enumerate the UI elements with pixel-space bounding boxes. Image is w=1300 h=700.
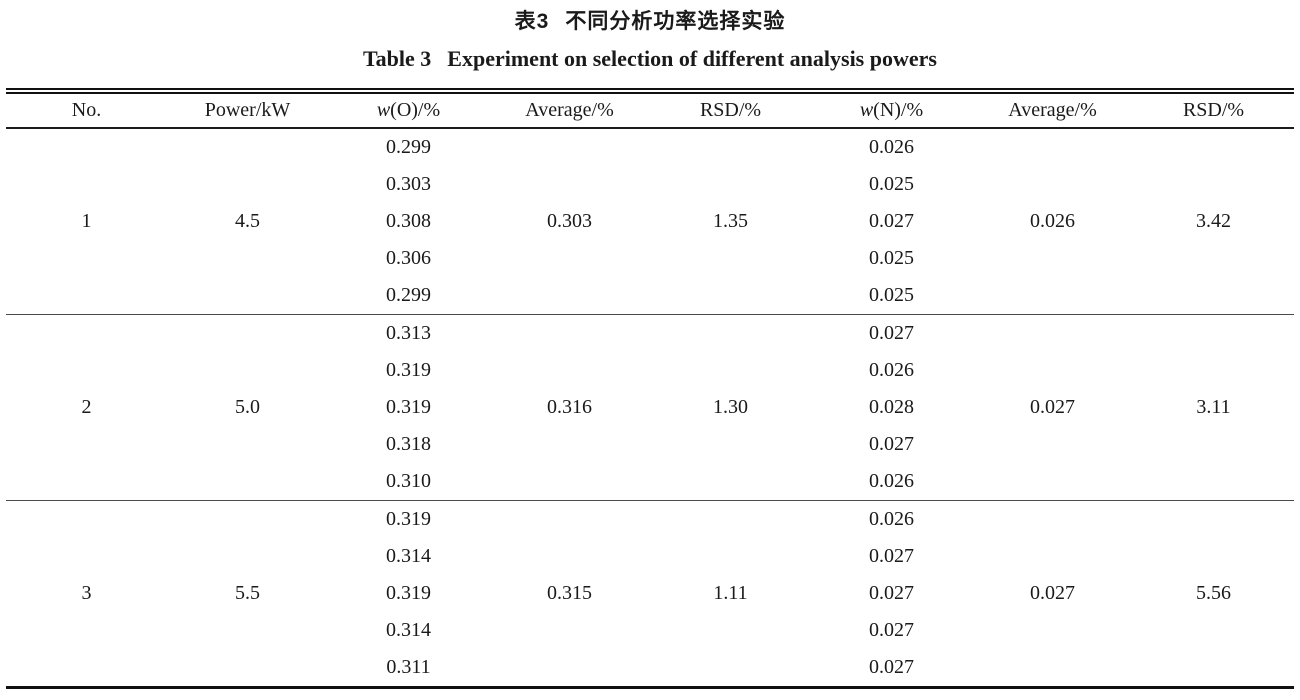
cell-w-n: 0.025 xyxy=(869,173,914,195)
col-header-rsd-n: RSD/% xyxy=(1182,99,1245,121)
table-number-en: Table 3 xyxy=(363,46,432,71)
group-2: 2 5.0 0.313 0.316 1.30 0.027 0.027 3.11 … xyxy=(6,315,1294,501)
table-row: 0.306 0.025 xyxy=(6,240,1294,277)
col-header-w-n: w(N)/% xyxy=(859,99,924,121)
cell-average-n: 0.027 xyxy=(1030,582,1075,604)
cell-w-n: 0.026 xyxy=(869,470,914,492)
table-title-zh: 不同分析功率选择实验 xyxy=(565,10,786,33)
cell-w-n: 0.026 xyxy=(869,508,914,530)
group-1: 1 4.5 0.299 0.303 1.35 0.026 0.026 3.42 … xyxy=(6,128,1294,315)
col-header-w-o: w(O)/% xyxy=(376,99,441,121)
cell-w-o: 0.311 xyxy=(386,656,431,678)
cell-average-o: 0.315 xyxy=(547,582,592,604)
cell-w-o: 0.319 xyxy=(386,582,431,604)
table-row: 0.311 0.027 xyxy=(6,649,1294,688)
table-row: 0.310 0.026 xyxy=(6,463,1294,501)
cell-w-o: 0.299 xyxy=(386,284,431,306)
table-row: 0.319 0.028 xyxy=(6,389,1294,426)
cell-rsd-n: 5.56 xyxy=(1196,582,1231,604)
table-row: 0.308 0.027 xyxy=(6,203,1294,240)
cell-w-o: 0.319 xyxy=(386,508,431,530)
cell-w-o: 0.314 xyxy=(386,545,431,567)
cell-rsd-o: 1.35 xyxy=(713,210,748,232)
cell-w-n: 0.027 xyxy=(869,210,914,232)
table-row: 3 5.5 0.319 0.315 1.11 0.026 0.027 5.56 xyxy=(6,501,1294,604)
cell-average-n: 0.027 xyxy=(1030,396,1075,418)
table-row: 0.314 0.027 xyxy=(6,612,1294,649)
group-3: 3 5.5 0.319 0.315 1.11 0.026 0.027 5.56 … xyxy=(6,501,1294,688)
cell-w-n: 0.027 xyxy=(869,656,914,678)
cell-w-o: 0.319 xyxy=(386,359,431,381)
table-number-zh: 表3 xyxy=(514,10,550,33)
col-header-average-o: Average/% xyxy=(525,99,614,121)
col-header-average-n: Average/% xyxy=(1008,99,1097,121)
cell-w-n: 0.027 xyxy=(869,322,914,344)
table-row: 0.318 0.027 xyxy=(6,426,1294,463)
cell-w-n: 0.027 xyxy=(869,545,914,567)
cell-no: 2 xyxy=(81,396,92,418)
cell-w-o: 0.306 xyxy=(386,247,431,269)
cell-w-o: 0.319 xyxy=(386,396,431,418)
table-row: 1 4.5 0.299 0.303 1.35 0.026 0.026 3.42 xyxy=(6,128,1294,232)
table-row: 0.303 0.025 xyxy=(6,166,1294,203)
cell-w-n: 0.026 xyxy=(869,359,914,381)
table-row: 0.319 0.027 xyxy=(6,575,1294,612)
cell-rsd-o: 1.30 xyxy=(713,396,748,418)
cell-rsd-n: 3.11 xyxy=(1196,396,1231,418)
cell-w-o: 0.310 xyxy=(386,470,431,492)
cell-power: 4.5 xyxy=(235,210,260,232)
cell-average-o: 0.303 xyxy=(547,210,592,232)
col-header-rsd-o: RSD/% xyxy=(699,99,762,121)
col-header-power: Power/kW xyxy=(204,99,291,121)
cell-w-n: 0.027 xyxy=(869,433,914,455)
table-row: 2 5.0 0.313 0.316 1.30 0.027 0.027 3.11 xyxy=(6,315,1294,418)
table-title-en: Experiment on selection of different ana… xyxy=(447,46,937,71)
cell-w-o: 0.313 xyxy=(386,322,431,344)
cell-w-o: 0.308 xyxy=(386,210,431,232)
cell-average-n: 0.026 xyxy=(1030,210,1075,232)
col-header-no: No. xyxy=(71,99,102,121)
table-row: 0.319 0.026 xyxy=(6,352,1294,389)
cell-w-n: 0.027 xyxy=(869,619,914,641)
cell-power: 5.5 xyxy=(235,582,260,604)
table-caption-en: Table 3 Experiment on selection of differ… xyxy=(0,44,1300,74)
cell-power: 5.0 xyxy=(235,396,260,418)
analysis-power-table: No. Power/kW w(O)/% Average/% RSD/% w(N)… xyxy=(6,88,1294,689)
cell-no: 3 xyxy=(81,582,92,604)
table-row: 0.299 0.025 xyxy=(6,277,1294,315)
cell-w-n: 0.026 xyxy=(869,136,914,158)
cell-w-n: 0.027 xyxy=(869,582,914,604)
cell-w-n: 0.025 xyxy=(869,247,914,269)
header-row: No. Power/kW w(O)/% Average/% RSD/% w(N)… xyxy=(6,91,1294,128)
cell-w-n: 0.025 xyxy=(869,284,914,306)
cell-w-o: 0.303 xyxy=(386,173,431,195)
cell-w-o: 0.314 xyxy=(386,619,431,641)
table-header: No. Power/kW w(O)/% Average/% RSD/% w(N)… xyxy=(6,91,1294,128)
cell-rsd-n: 3.42 xyxy=(1196,210,1231,232)
cell-no: 1 xyxy=(81,210,92,232)
cell-w-n: 0.028 xyxy=(869,396,914,418)
table-row: 0.314 0.027 xyxy=(6,538,1294,575)
table-caption-zh: 表3 不同分析功率选择实验 xyxy=(0,8,1300,36)
cell-w-o: 0.318 xyxy=(386,433,431,455)
cell-rsd-o: 1.11 xyxy=(713,582,748,604)
cell-w-o: 0.299 xyxy=(386,136,431,158)
cell-average-o: 0.316 xyxy=(547,396,592,418)
